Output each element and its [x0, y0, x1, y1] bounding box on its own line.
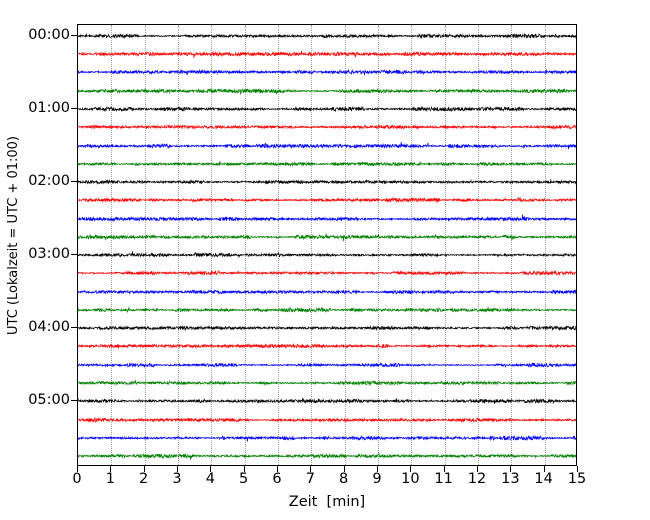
trace-lines	[78, 25, 576, 465]
trace-01-00	[78, 105, 576, 114]
gridline-x-8	[344, 25, 347, 465]
trace-04-00	[78, 324, 576, 333]
plot-area	[77, 24, 577, 466]
y-axis-tick-labels: 00:00 01:00 02:00 03:00 04:00 05:00	[8, 0, 70, 520]
trace-00-30	[78, 68, 576, 77]
trace-03-00	[78, 251, 576, 260]
x-axis-label: Zeit [min]	[288, 494, 366, 510]
trace-02-15	[78, 196, 576, 205]
y-tick-label-04-00: 04:00	[28, 319, 70, 336]
gridline-x-3	[178, 25, 180, 465]
trace-02-30	[78, 214, 576, 223]
x-tick-label-1: 1	[105, 471, 115, 487]
trace-05-30	[78, 433, 576, 442]
x-axis-tick-labels: 0 1 2 3 4 5 6 7 8 9 10 11 12 13 14 15	[0, 471, 650, 495]
gridline-x-5	[244, 25, 247, 465]
x-tick-label-12: 12	[467, 471, 487, 487]
y-tick-label-00-00: 00:00	[28, 26, 70, 43]
y-tick-label-01-00: 01:00	[28, 100, 70, 117]
x-tick-label-7: 7	[305, 471, 315, 487]
gridline-x-7	[311, 25, 313, 465]
trace-00-45	[78, 86, 576, 95]
x-tick-label-11: 11	[434, 471, 453, 487]
x-tick-label-10: 10	[401, 471, 420, 487]
trace-01-15	[78, 123, 576, 132]
trace-05-00	[78, 397, 576, 406]
gridline-x-1	[111, 25, 113, 465]
trace-03-15	[78, 269, 576, 278]
grid-lines	[78, 25, 576, 465]
trace-04-30	[78, 360, 576, 369]
x-tick-label-6: 6	[272, 471, 282, 487]
gridline-x-12	[478, 25, 480, 465]
trace-02-00	[78, 178, 576, 187]
trace-04-45	[78, 378, 576, 387]
x-tick-label-4: 4	[205, 471, 215, 487]
trace-01-30	[78, 141, 576, 150]
x-tick-label-5: 5	[239, 471, 249, 487]
trace-02-45	[78, 232, 576, 241]
trace-03-30	[78, 287, 576, 296]
gridline-x-11	[444, 25, 447, 465]
x-tick-label-13: 13	[501, 471, 520, 487]
x-tick-label-3: 3	[172, 471, 182, 487]
y-tick-label-03-00: 03:00	[28, 246, 70, 263]
gridline-x-4	[211, 25, 213, 465]
x-tick-label-9: 9	[372, 471, 382, 487]
x-tick-label-0: 0	[72, 471, 82, 487]
trace-05-15	[78, 415, 576, 424]
trace-00-00	[78, 31, 576, 40]
gridline-x-13	[511, 25, 513, 465]
gridline-x-6	[278, 25, 280, 465]
gridline-x-14	[544, 25, 547, 465]
trace-05-45	[78, 452, 576, 461]
y-tick-label-02-00: 02:00	[28, 173, 70, 190]
y-tick-label-05-00: 05:00	[28, 392, 70, 409]
trace-03-45	[78, 305, 576, 314]
trace-01-45	[78, 159, 576, 168]
gridline-x-9	[378, 25, 380, 465]
trace-00-15	[78, 50, 576, 59]
x-tick-label-15: 15	[567, 471, 587, 487]
x-tick-label-8: 8	[339, 471, 349, 487]
trace-04-15	[78, 342, 576, 351]
gridline-x-10	[411, 25, 413, 465]
gridline-x-2	[144, 25, 147, 465]
x-tick-label-2: 2	[139, 471, 149, 487]
x-tick-label-14: 14	[534, 471, 553, 487]
